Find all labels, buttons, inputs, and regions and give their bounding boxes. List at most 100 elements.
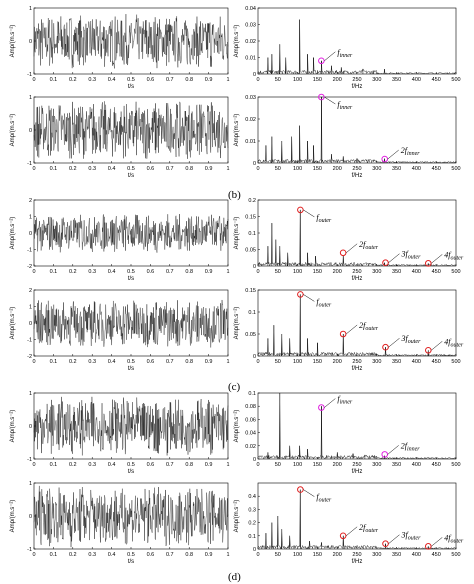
- x-tick-label: 250: [352, 269, 361, 275]
- harmonic-marker: [339, 330, 347, 338]
- x-tick-label: 500: [451, 269, 460, 275]
- x-tick-label: 200: [333, 552, 342, 558]
- x-tick-label: 0.1: [50, 77, 58, 83]
- x-tick-label: 0.7: [166, 269, 174, 275]
- harmonic-marker: [297, 206, 304, 214]
- time-signal-line: [33, 14, 229, 69]
- x-tick-label: 200: [333, 166, 342, 172]
- annotation-arrow: [324, 51, 336, 61]
- x-tick-label: 400: [412, 552, 421, 558]
- x-tick-label: 0: [32, 166, 35, 172]
- x-tick-label: 400: [412, 166, 421, 172]
- y-tick-label: 0.02: [245, 117, 256, 123]
- y-tick-label: 0: [29, 321, 32, 327]
- x-axis-label: t/s: [128, 84, 134, 90]
- y-tick-label: 0.04: [245, 431, 256, 437]
- panel-label-d: (d): [228, 571, 241, 583]
- harmonic-marker: [382, 343, 389, 351]
- annotation-arrow: [388, 338, 400, 348]
- spectrum-line: [257, 489, 457, 550]
- x-axis-label: f/Hz: [352, 366, 363, 372]
- time-signal-line: [33, 101, 229, 159]
- harmonic-marker: [382, 259, 389, 267]
- x-tick-label: 450: [432, 552, 441, 558]
- y-axis-label: Amp/(m.s⁻²): [234, 217, 240, 250]
- x-tick-label: 0.1: [50, 552, 58, 558]
- x-axis-label: f/Hz: [352, 84, 363, 90]
- x-tick-label: 150: [313, 77, 322, 83]
- y-tick-label: 0.4: [248, 494, 256, 500]
- x-tick-label: 250: [352, 552, 361, 558]
- x-tick-label: 0.4: [108, 166, 116, 172]
- x-tick-label: 0.1: [50, 359, 58, 365]
- y-axis-label: Amp/(m.s⁻²): [10, 410, 16, 443]
- x-tick-label: 0: [32, 359, 35, 365]
- y-tick-label: 0.3: [248, 507, 256, 513]
- chart-9: 0 0.02 0.04 0.06 0.08 0.1 0 50 100 150 200 250 300 35…: [234, 391, 461, 475]
- x-tick-label: 500: [451, 166, 460, 172]
- x-tick-label: 500: [451, 462, 460, 468]
- x-tick-label: 0.1: [50, 269, 58, 275]
- x-axis-label: f/Hz: [352, 559, 363, 565]
- x-tick-label: 0.7: [166, 77, 174, 83]
- y-tick-label: 0: [29, 424, 32, 430]
- x-tick-label: 150: [313, 462, 322, 468]
- spectrum-line: [257, 19, 457, 75]
- harmonic-marker: [424, 346, 432, 354]
- x-tick-label: 0: [32, 552, 35, 558]
- y-tick-label: 1: [29, 305, 32, 311]
- harmonic-annotation: 3fouter: [401, 334, 422, 345]
- x-tick-label: 50: [275, 269, 281, 275]
- x-tick-label: 500: [451, 359, 460, 365]
- x-tick-label: 0: [256, 552, 259, 558]
- x-tick-label: 300: [372, 166, 381, 172]
- y-tick-label: 0.06: [245, 417, 256, 423]
- x-tick-label: 0.9: [205, 359, 213, 365]
- y-tick-label: -1: [27, 457, 32, 463]
- time-signal-line: [33, 214, 229, 253]
- x-tick-label: 0.3: [88, 552, 96, 558]
- harmonic-marker: [297, 291, 304, 298]
- annotation-arrow: [324, 96, 336, 105]
- x-tick-label: 250: [352, 359, 361, 365]
- x-tick-label: 0.5: [127, 462, 135, 468]
- y-axis-label: Amp/(m.s⁻²): [10, 217, 16, 250]
- y-tick-label: 0.05: [245, 332, 256, 338]
- x-tick-label: 1: [226, 359, 229, 365]
- x-tick-label: 300: [372, 77, 381, 83]
- x-tick-label: 0.2: [69, 166, 77, 172]
- x-tick-label: 0.4: [108, 359, 116, 365]
- annotation-arrow: [388, 253, 400, 263]
- chart-3: 0 0.01 0.02 0.03 0 50 100 150 200 250 300 350 400 450…: [234, 93, 461, 179]
- x-tick-label: 350: [392, 462, 401, 468]
- x-tick-label: 450: [432, 77, 441, 83]
- harmonic-annotation: 4fouter: [444, 250, 464, 261]
- y-axis-label: Amp/(m.s⁻²): [234, 114, 240, 147]
- y-tick-label: 0.2: [248, 198, 256, 204]
- x-tick-label: 50: [275, 359, 281, 365]
- x-axis-label: t/s: [128, 469, 134, 475]
- x-tick-label: 450: [432, 462, 441, 468]
- x-tick-label: 0.1: [50, 462, 58, 468]
- harmonic-marker: [318, 93, 325, 101]
- x-tick-label: 400: [412, 77, 421, 83]
- x-tick-label: 300: [372, 462, 381, 468]
- x-tick-label: 0.2: [69, 359, 77, 365]
- x-axis-label: t/s: [128, 559, 134, 565]
- y-tick-label: 0.1: [248, 534, 256, 540]
- harmonic-annotation: finner: [337, 48, 353, 59]
- x-axis-label: f/Hz: [352, 276, 363, 282]
- panel-label-c: (c): [228, 381, 241, 393]
- x-tick-label: 200: [333, 77, 342, 83]
- x-tick-label: 200: [333, 269, 342, 275]
- x-tick-label: 0: [256, 269, 259, 275]
- x-tick-label: 150: [313, 269, 322, 275]
- y-tick-label: 0.1: [248, 231, 256, 237]
- y-tick-label: -1: [27, 338, 32, 344]
- y-tick-label: 0: [253, 72, 256, 78]
- y-tick-label: 0.15: [245, 215, 256, 221]
- x-tick-label: 0.4: [108, 462, 116, 468]
- harmonic-annotation: 2finner: [401, 441, 421, 452]
- annotation-arrow: [387, 445, 399, 455]
